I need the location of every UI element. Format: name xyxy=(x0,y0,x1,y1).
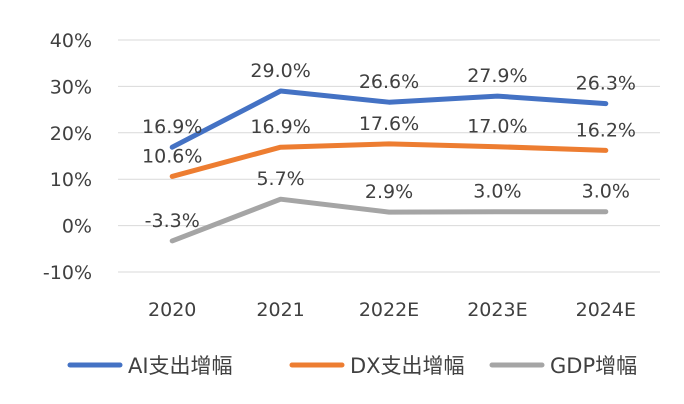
data-label: 10.6% xyxy=(142,145,202,167)
y-axis-tick-labels: -10% 0% 10% 20% 30% 40% xyxy=(43,30,92,284)
data-label: 3.0% xyxy=(473,181,521,203)
y-tick-label: 30% xyxy=(50,76,92,98)
legend-label: AI支出增幅 xyxy=(128,354,233,378)
series-line-1 xyxy=(169,88,609,150)
x-tick-label: 2021 xyxy=(256,299,304,321)
y-tick-label: 10% xyxy=(50,169,92,191)
data-label: 26.3% xyxy=(576,73,636,95)
data-label: 29.0% xyxy=(250,60,310,82)
y-tick-label: 0% xyxy=(62,216,92,238)
data-label: 27.9% xyxy=(467,65,527,87)
series-line-3 xyxy=(169,196,609,244)
data-label: 3.0% xyxy=(582,181,630,203)
data-label: 5.7% xyxy=(256,168,304,190)
y-tick-label: 20% xyxy=(50,123,92,145)
legend: AI支出增幅 DX支出增幅 GDP增幅 xyxy=(67,354,637,378)
data-label: 16.9% xyxy=(250,116,310,138)
series-lines xyxy=(169,88,609,244)
y-tick-label: -10% xyxy=(43,262,92,284)
data-labels: 16.9% 29.0% 26.6% 27.9% 26.3% 10.6% 16.9% 17.6%… xyxy=(142,60,636,232)
legend-label: DX支出增幅 xyxy=(350,354,465,378)
data-label: 26.6% xyxy=(359,71,419,93)
data-label: -3.3% xyxy=(145,210,200,232)
data-label: 2.9% xyxy=(365,181,413,203)
x-tick-label: 2024E xyxy=(576,299,636,321)
x-tick-label: 2020 xyxy=(148,299,196,321)
data-label: 16.9% xyxy=(142,116,202,138)
x-tick-label: 2022E xyxy=(359,299,419,321)
y-tick-label: 40% xyxy=(50,30,92,52)
x-axis-tick-labels: 2020 2021 2022E 2023E 2024E xyxy=(148,299,636,321)
x-tick-label: 2023E xyxy=(467,299,527,321)
series-line-2 xyxy=(169,141,609,179)
data-label: 17.6% xyxy=(359,113,419,135)
data-label: 16.2% xyxy=(576,119,636,141)
data-label: 17.0% xyxy=(467,116,527,138)
legend-label: GDP增幅 xyxy=(550,354,637,378)
